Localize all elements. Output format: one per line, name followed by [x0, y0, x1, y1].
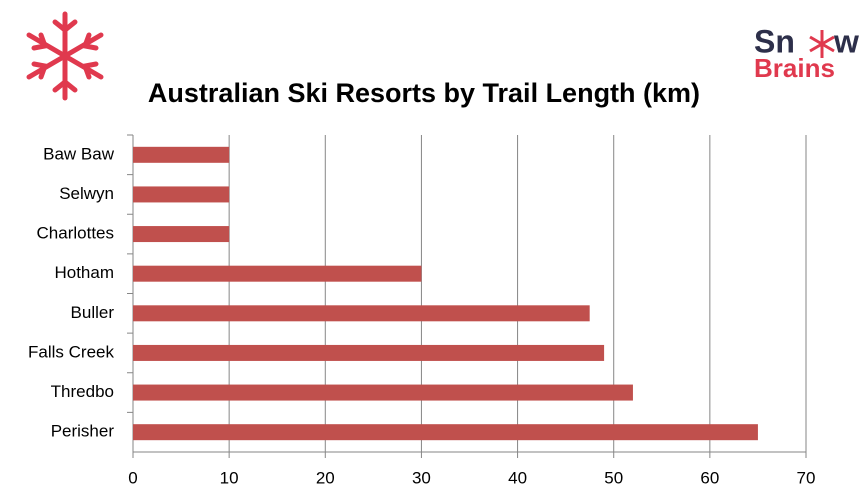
snowflake-icon — [26, 11, 104, 101]
bar — [133, 146, 230, 163]
x-tick-label: 70 — [797, 468, 816, 487]
bar — [133, 305, 590, 322]
logo-flake — [809, 30, 835, 58]
bar — [133, 424, 758, 441]
y-tick-label: Perisher — [51, 422, 115, 441]
y-tick-label: Baw Baw — [43, 144, 115, 163]
y-tick-label: Selwyn — [59, 184, 114, 203]
y-tick-label: Hotham — [54, 263, 114, 282]
x-tick-label: 40 — [508, 468, 527, 487]
bar — [133, 384, 633, 401]
x-tick-label: 30 — [412, 468, 431, 487]
y-tick-label: Thredbo — [51, 382, 114, 401]
bar — [133, 344, 605, 361]
x-tick-label: 60 — [700, 468, 719, 487]
x-tick-label: 10 — [220, 468, 239, 487]
chart-title: Australian Ski Resorts by Trail Length (… — [148, 78, 700, 108]
logo-text: Brains — [754, 53, 835, 83]
bar — [133, 186, 230, 203]
y-tick-label: Charlottes — [37, 224, 114, 243]
bar — [133, 265, 422, 282]
logo-text: w — [833, 23, 859, 59]
y-tick-label: Buller — [71, 303, 115, 322]
x-tick-label: 50 — [604, 468, 623, 487]
logo-text: Sn — [754, 23, 795, 59]
x-tick-label: 20 — [316, 468, 335, 487]
bar — [133, 226, 230, 243]
x-tick-label: 0 — [128, 468, 137, 487]
y-tick-label: Falls Creek — [28, 342, 114, 361]
